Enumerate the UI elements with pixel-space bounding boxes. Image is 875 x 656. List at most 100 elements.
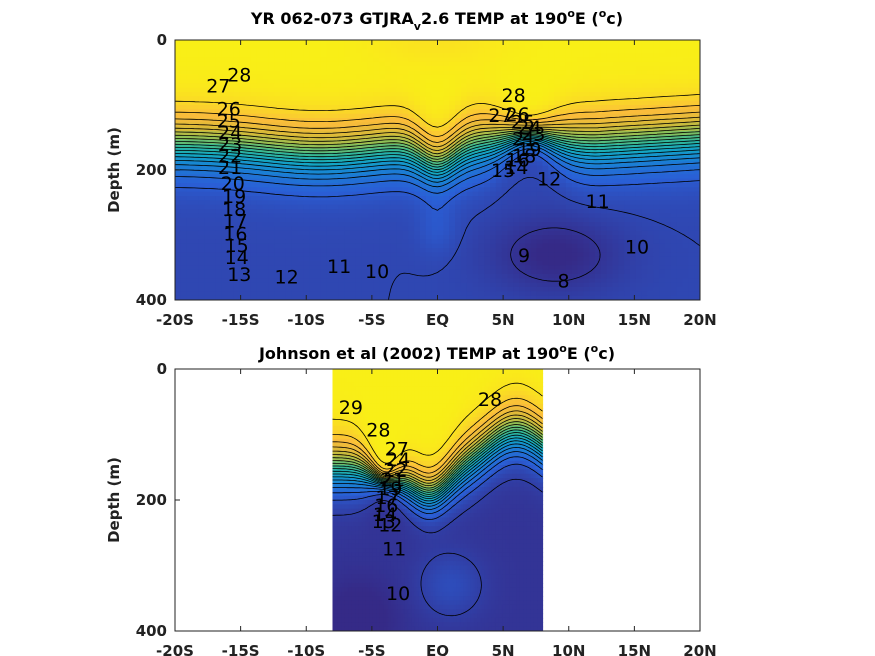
field-cell	[303, 139, 310, 145]
field-cell	[501, 187, 509, 193]
field-cell	[472, 79, 479, 84]
field-cell	[653, 252, 660, 258]
field-cell	[198, 235, 205, 240]
field-cell	[355, 105, 363, 110]
field-cell	[595, 66, 602, 71]
field-cell	[420, 174, 427, 180]
field-cell	[262, 230, 269, 236]
field-cell	[280, 157, 287, 162]
field-cell	[215, 282, 223, 288]
field-cell	[635, 174, 643, 180]
field-cell	[589, 174, 596, 180]
field-cell	[262, 70, 269, 76]
field-cell	[653, 148, 660, 154]
field-cell	[204, 226, 211, 232]
field-cell	[256, 157, 264, 162]
field-cell	[221, 170, 229, 175]
field-cell	[303, 165, 310, 171]
field-cell	[390, 157, 398, 162]
field-cell	[548, 274, 555, 279]
field-cell	[355, 269, 363, 275]
field-cell	[437, 92, 444, 97]
field-cell	[460, 248, 468, 253]
field-cell	[443, 274, 450, 279]
field-cell	[227, 204, 234, 210]
field-cell	[460, 226, 468, 232]
field-cell	[204, 131, 211, 136]
field-cell	[175, 66, 182, 71]
field-cell	[478, 148, 485, 154]
field-cell	[624, 113, 631, 119]
field-cell	[332, 222, 339, 227]
field-cell	[355, 230, 363, 236]
field-cell	[472, 196, 479, 201]
field-cell	[373, 87, 380, 93]
field-cell	[536, 109, 544, 115]
field-cell	[484, 204, 491, 210]
field-cell	[309, 274, 316, 279]
field-cell	[606, 209, 614, 214]
field-cell	[239, 57, 246, 63]
field-cell	[560, 248, 567, 253]
field-cell	[297, 287, 304, 292]
field-cell	[536, 226, 544, 232]
field-cell	[420, 265, 427, 271]
field-cell	[250, 174, 258, 180]
field-cell	[256, 235, 264, 240]
field-cell	[560, 100, 567, 106]
field-cell	[373, 40, 380, 45]
field-cell	[589, 196, 596, 201]
field-cell	[612, 222, 619, 227]
field-cell	[612, 61, 619, 67]
field-cell	[501, 53, 509, 58]
field-cell	[256, 40, 264, 45]
field-cell	[455, 96, 462, 102]
field-cell	[338, 278, 345, 284]
field-cell	[297, 235, 304, 240]
field-cell	[565, 135, 573, 141]
field-cell	[239, 183, 246, 188]
field-cell	[402, 79, 409, 84]
field-cell	[583, 48, 590, 54]
field-cell	[256, 269, 264, 275]
field-cell	[175, 139, 182, 145]
field-cell	[361, 44, 369, 50]
field-cell	[449, 44, 456, 50]
field-cell	[530, 200, 538, 206]
field-cell	[431, 113, 439, 119]
field-cell	[338, 287, 345, 292]
field-cell	[612, 92, 619, 97]
field-cell	[530, 105, 538, 110]
field-cell	[344, 61, 351, 67]
title-top-part-2: 2.6 TEMP at 190	[421, 9, 567, 28]
field-cell	[373, 265, 380, 271]
field-cell	[309, 66, 316, 71]
field-cell	[315, 139, 322, 145]
field-cell	[455, 278, 462, 284]
field-cell	[373, 113, 380, 119]
field-cell	[507, 248, 514, 253]
field-cell	[361, 261, 369, 266]
field-cell	[548, 144, 555, 149]
field-cell	[420, 57, 427, 63]
field-cell	[530, 157, 538, 162]
field-cell	[414, 100, 421, 106]
field-cell	[262, 209, 269, 214]
field-cell	[350, 287, 357, 292]
field-cell	[256, 165, 264, 171]
field-cell	[554, 157, 561, 162]
field-cell	[204, 144, 211, 149]
field-cell	[268, 66, 275, 71]
field-cell	[291, 70, 299, 76]
field-cell	[186, 109, 194, 115]
field-cell	[653, 248, 660, 253]
field-cell	[408, 256, 415, 262]
field-cell	[274, 135, 281, 141]
field-cell	[525, 269, 532, 275]
field-cell	[227, 79, 234, 84]
field-cell	[618, 105, 625, 110]
field-cell	[326, 291, 334, 297]
field-cell	[320, 144, 328, 149]
field-cell	[618, 230, 625, 236]
field-cell	[315, 79, 322, 84]
